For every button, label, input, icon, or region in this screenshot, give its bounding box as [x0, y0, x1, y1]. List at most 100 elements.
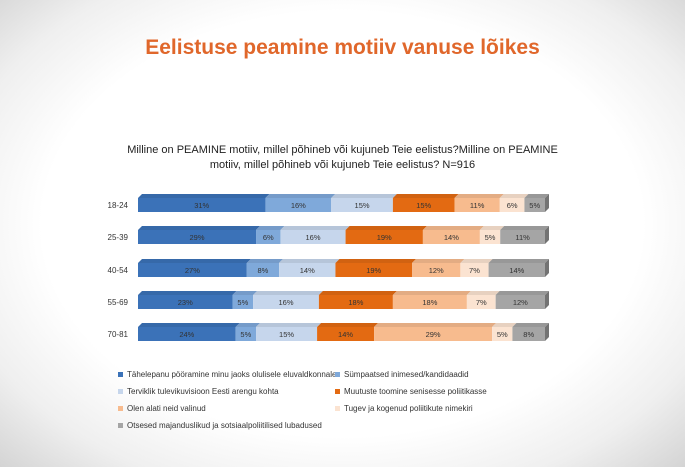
bar-side-face [545, 194, 549, 212]
data-label: 29% [190, 233, 205, 242]
data-label: 19% [366, 266, 381, 275]
bar-top-face [512, 323, 549, 327]
bar-top-face [524, 194, 549, 198]
bar-segment [479, 230, 501, 244]
bar-top-face [460, 259, 493, 263]
legend-label: Muutuste toomine senisesse poliitikasse [344, 387, 487, 396]
legend-label: Sümpaatsed inimesed/kandidaadid [344, 370, 469, 379]
bar-segment [265, 198, 332, 212]
category-label: 25-39 [108, 233, 129, 242]
data-label: 12% [513, 298, 528, 307]
data-label: 6% [507, 201, 518, 210]
bar-segment [138, 230, 257, 244]
bar-segment [253, 295, 319, 309]
bar-segment [232, 295, 254, 309]
bar-segment [488, 263, 545, 277]
bar-top-face [335, 259, 417, 263]
data-label: 14% [300, 266, 315, 275]
legend-item: Terviklik tulevikuvisioon Eesti arengu k… [118, 387, 279, 396]
data-label: 16% [306, 233, 321, 242]
bar-top-face [345, 226, 427, 230]
bar-top-face [422, 226, 484, 230]
bar-top-face [232, 291, 258, 295]
legend-swatch [335, 406, 340, 411]
bar-top-face [280, 226, 350, 230]
legend-swatch [118, 372, 123, 377]
bar-segment [279, 263, 336, 277]
legend-item: Sümpaatsed inimesed/kandidaadid [335, 370, 469, 379]
bar-top-face [253, 291, 323, 295]
data-label: 19% [377, 233, 392, 242]
legend-label: Terviklik tulevikuvisioon Eesti arengu k… [127, 387, 279, 396]
bar-top-face [331, 194, 397, 198]
category-label: 55-69 [108, 298, 129, 307]
bar-top-face [138, 259, 251, 263]
bar-top-face [265, 194, 336, 198]
legend-label: Otsesed majanduslikud ja sotsiaalpoliiti… [127, 421, 322, 430]
bar-segment [492, 327, 513, 341]
bar-top-face [499, 194, 529, 198]
data-label: 15% [279, 330, 294, 339]
data-label: 15% [355, 201, 370, 210]
data-label: 14% [338, 330, 353, 339]
chart-title: Milline on PEAMINE motiiv, millel põhine… [127, 144, 558, 171]
data-label: 8% [523, 330, 534, 339]
bar-top-face [492, 323, 517, 327]
data-label: 16% [291, 201, 306, 210]
bar-segment [412, 263, 461, 277]
bar-segment [374, 327, 493, 341]
bar-segment [499, 198, 525, 212]
legend-label: Olen alati neid valinud [127, 404, 206, 413]
bar-top-face [138, 291, 237, 295]
legend-swatch [335, 372, 340, 377]
data-label: 5% [529, 201, 540, 210]
bar-top-face [392, 291, 471, 295]
legend-label: Tugev ja kogenud poliitikute nimekiri [344, 404, 473, 413]
bar-top-face [279, 259, 340, 263]
bar-segment [280, 230, 346, 244]
bar-top-face [235, 323, 261, 327]
bar-segment [138, 263, 247, 277]
legend-swatch [118, 406, 123, 411]
bar-segment [256, 327, 318, 341]
legend-item: Tähelepanu pööramine minu jaoks olulisel… [118, 370, 336, 379]
bar-segment [235, 327, 257, 341]
bar-segment [466, 295, 496, 309]
bar-segment [524, 198, 545, 212]
bar-segment [454, 198, 500, 212]
bar-top-face [466, 291, 500, 295]
legend-swatch [335, 389, 340, 394]
bar-segment [138, 295, 233, 309]
bar-top-face [246, 259, 284, 263]
bar-segment [256, 230, 281, 244]
bar-segment [512, 327, 545, 341]
bar-segment [495, 295, 545, 309]
bar-segment [335, 263, 413, 277]
category-label: 40-54 [108, 266, 129, 275]
data-label: 14% [444, 233, 459, 242]
bar-segment [317, 327, 375, 341]
data-label: 15% [416, 201, 431, 210]
bar-top-face [412, 259, 465, 263]
data-label: 23% [178, 298, 193, 307]
bar-top-face [500, 226, 549, 230]
data-label: 5% [497, 330, 508, 339]
data-label: 14% [509, 266, 524, 275]
data-label: 7% [476, 298, 487, 307]
bar-top-face [454, 194, 504, 198]
legend-item: Olen alati neid valinud [118, 404, 206, 413]
bar-top-face [374, 323, 497, 327]
bar-top-face [317, 323, 379, 327]
data-label: 5% [485, 233, 496, 242]
bar-top-face [256, 226, 285, 230]
bar-top-face [138, 226, 261, 230]
data-label: 16% [278, 298, 293, 307]
bar-top-face [495, 291, 549, 295]
bar-top-face [479, 226, 505, 230]
data-label: 12% [429, 266, 444, 275]
bar-segment [331, 198, 393, 212]
bar-segment [138, 198, 266, 212]
data-label: 29% [426, 330, 441, 339]
